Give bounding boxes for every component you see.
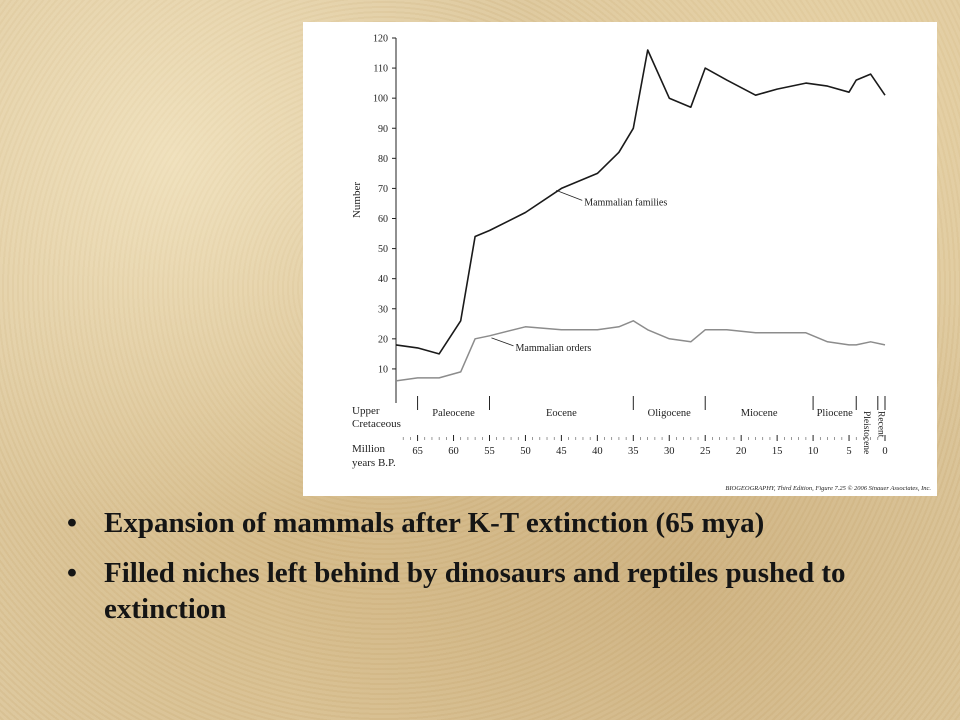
y-tick-label-70: 70 (378, 184, 388, 195)
annotation-leader-0 (556, 190, 583, 201)
epoch-label-pleistocene: Pleistocene (861, 411, 871, 454)
bullet-item: • Filled niches left behind by dinosaurs… (62, 555, 922, 627)
y-tick-label-110: 110 (373, 64, 388, 75)
annotation-label-0: Mammalian families (584, 197, 667, 208)
x-tick-label-50: 50 (520, 446, 531, 457)
series-line-mammalian-orders (395, 320, 886, 382)
y-tick-label-100: 100 (373, 94, 388, 105)
x-tick-label-5: 5 (846, 446, 851, 457)
y-tick-label-50: 50 (378, 244, 388, 255)
figure-credit: BIOGEOGRAPHY, Third Edition, Figure 7.25… (725, 485, 931, 492)
x-tick-label-0: 0 (882, 446, 887, 457)
x-tick-label-60: 60 (448, 446, 459, 457)
y-tick-label-80: 80 (378, 154, 388, 165)
series-line-mammalian-families (395, 49, 886, 355)
y-tick-label-20: 20 (378, 334, 388, 345)
x-axis-timeline: Paleocene Eocene Oligocene Miocene Pliocene P… (402, 396, 888, 457)
y-axis-label: Number (351, 182, 363, 218)
x-tick-label-20: 20 (736, 446, 747, 457)
x-tick-label-55: 55 (484, 446, 495, 457)
bullet-text: Filled niches left behind by dinosaurs a… (104, 557, 846, 625)
bullet-item: • Expansion of mammals after K-T extinct… (62, 505, 922, 541)
figure-panel: 10 20 30 40 50 60 70 80 90 100 110 120 Mammalian fa… (303, 22, 937, 496)
bullet-marker: • (66, 557, 78, 589)
y-tick-label-90: 90 (378, 124, 388, 135)
x-tick-label-15: 15 (772, 446, 783, 457)
axes: 10 20 30 40 50 60 70 80 90 100 110 120 (373, 34, 397, 403)
epoch-label-paleocene: Paleocene (432, 408, 475, 419)
period-label-line2: Cretaceous (352, 418, 401, 430)
x-axis-label-line1: Million (352, 443, 386, 455)
x-tick-label-30: 30 (664, 446, 675, 457)
annotation-leader-1 (491, 337, 514, 347)
series-lines: Mammalian families Mammalian orders (395, 49, 886, 382)
y-tick-label-120: 120 (373, 34, 388, 45)
x-tick-label-65: 65 (412, 446, 423, 457)
x-axis-label-line2: years B.P. (352, 457, 396, 469)
x-tick-label-45: 45 (556, 446, 567, 457)
x-tick-label-40: 40 (592, 446, 603, 457)
epoch-label-pliocene: Pliocene (817, 408, 853, 419)
x-tick-label-10: 10 (808, 446, 819, 457)
epoch-label-eocene: Eocene (546, 408, 577, 419)
x-tick-label-35: 35 (628, 446, 639, 457)
epoch-label-oligocene: Oligocene (648, 408, 691, 419)
y-tick-label-40: 40 (378, 274, 388, 285)
annotation-label-1: Mammalian orders (515, 343, 591, 354)
bullet-text: Expansion of mammals after K-T extinctio… (104, 507, 765, 539)
x-tick-label-25: 25 (700, 446, 711, 457)
y-tick-label-60: 60 (378, 214, 388, 225)
bullet-list: • Expansion of mammals after K-T extinct… (62, 505, 922, 641)
y-tick-label-10: 10 (378, 364, 388, 375)
epoch-label-recent: Recent (875, 411, 885, 438)
y-tick-label-30: 30 (378, 304, 388, 315)
epoch-label-miocene: Miocene (741, 408, 778, 419)
period-label-line1: Upper (352, 405, 380, 417)
bullet-marker: • (66, 507, 78, 539)
